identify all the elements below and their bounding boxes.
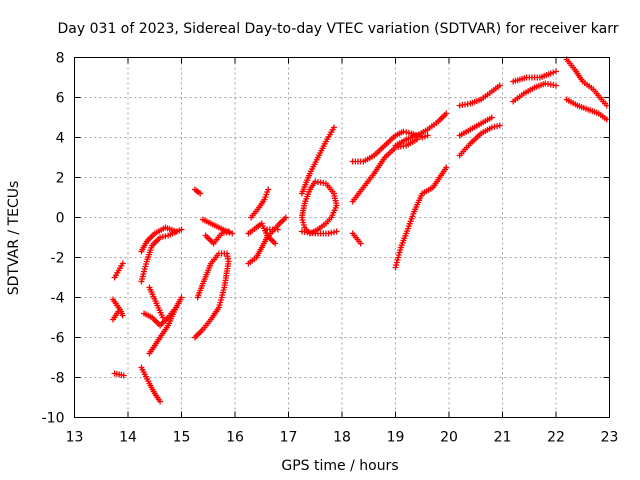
y-tick-label: 6	[56, 91, 65, 107]
plus-markers	[110, 308, 122, 323]
x-tick-label: 18	[333, 430, 351, 446]
x-tick-label: 21	[494, 430, 512, 446]
y-tick-label: 4	[56, 131, 65, 147]
data-trace	[191, 186, 204, 197]
x-axis-ticks: 13 14 15 16 17 18 19 20 21 22 23	[66, 57, 619, 446]
y-tick-label: -10	[42, 411, 65, 427]
x-tick-label: 19	[387, 430, 405, 446]
plus-markers	[191, 186, 204, 197]
plus-markers	[248, 186, 272, 221]
data-trace	[456, 122, 503, 159]
y-tick-label: -2	[51, 251, 65, 267]
x-tick-label: 14	[119, 430, 137, 446]
data-trace	[111, 370, 127, 379]
plus-markers	[264, 226, 281, 233]
data-trace	[298, 178, 340, 237]
data-trace	[141, 294, 185, 329]
plus-markers	[456, 114, 495, 139]
data-trace	[510, 80, 559, 105]
y-tick-label: -8	[51, 371, 65, 387]
x-tick-label: 20	[440, 430, 458, 446]
x-tick-label: 22	[547, 430, 565, 446]
y-tick-label: 0	[56, 211, 65, 227]
plus-markers	[146, 284, 166, 321]
grid-lines	[74, 57, 610, 418]
plus-markers	[202, 228, 232, 247]
data-trace	[146, 284, 166, 321]
x-tick-label: 16	[226, 430, 244, 446]
data-trace	[245, 214, 289, 267]
data-trace	[191, 250, 232, 341]
plus-markers	[199, 216, 236, 237]
plus-markers	[111, 260, 126, 281]
data-trace	[298, 124, 337, 197]
y-tick-label: -4	[51, 291, 65, 307]
data-trace	[199, 216, 236, 237]
plus-markers	[245, 214, 289, 267]
plus-markers	[245, 220, 279, 247]
data-trace	[392, 164, 450, 271]
data-trace	[245, 220, 279, 247]
data-trace	[349, 230, 364, 247]
chart-title: Day 031 of 2023, Sidereal Day-to-day VTE…	[58, 21, 619, 37]
data-trace	[456, 82, 503, 109]
y-tick-label: 8	[56, 51, 65, 67]
data-trace	[138, 364, 164, 405]
data-trace	[202, 228, 232, 247]
plus-markers	[349, 128, 431, 165]
data-trace	[111, 260, 126, 281]
plus-markers	[138, 224, 180, 255]
data-trace	[392, 110, 450, 149]
data-trace	[563, 56, 610, 109]
plus-markers	[138, 226, 185, 285]
x-axis-title: GPS time / hours	[281, 458, 398, 474]
data-trace	[349, 128, 431, 165]
plus-markers	[298, 178, 340, 237]
data-trace	[456, 114, 495, 139]
data-trace	[138, 224, 180, 255]
plus-markers	[298, 124, 337, 197]
plus-markers	[392, 164, 450, 271]
plus-markers	[456, 82, 503, 109]
plus-markers	[510, 80, 559, 105]
data-trace	[248, 186, 272, 221]
data-trace	[264, 226, 281, 233]
data-trace	[563, 96, 610, 123]
x-tick-label: 17	[280, 430, 298, 446]
x-tick-label: 13	[66, 430, 84, 446]
plus-markers	[563, 56, 610, 109]
x-tick-label: 23	[601, 430, 619, 446]
y-axis-title: SDTVAR / TECUs	[6, 181, 22, 296]
y-tick-label: 2	[56, 171, 65, 187]
x-tick-label: 15	[173, 430, 191, 446]
plus-markers	[456, 122, 503, 159]
data-trace	[510, 68, 559, 85]
data-trace	[110, 308, 122, 323]
y-axis-ticks: -10 -8 -6 -4 -2 0 2 4 6 8	[42, 51, 610, 427]
plus-markers	[510, 68, 559, 85]
plus-markers	[141, 294, 185, 329]
data-points	[110, 56, 610, 405]
plus-markers	[146, 304, 180, 357]
data-trace	[146, 304, 180, 357]
plus-markers	[111, 370, 127, 379]
plus-markers	[349, 230, 364, 247]
data-trace	[138, 226, 185, 285]
plus-markers	[191, 250, 232, 341]
plus-markers	[138, 364, 164, 405]
plus-markers	[563, 96, 610, 123]
plus-markers	[392, 110, 450, 149]
y-tick-label: -6	[51, 331, 65, 347]
